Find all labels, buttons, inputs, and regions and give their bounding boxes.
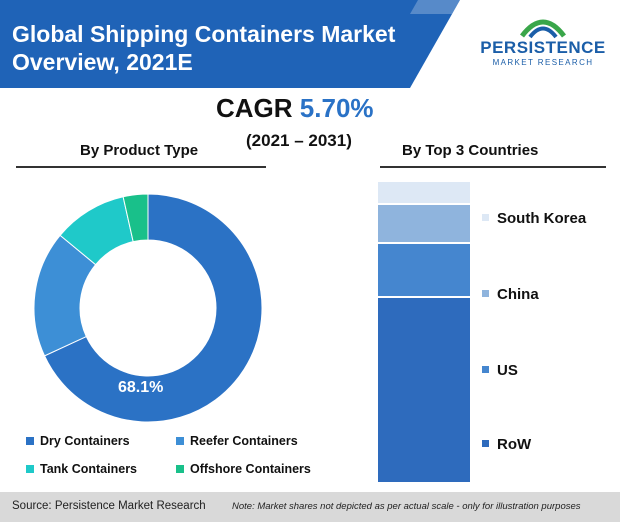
footer-source: Source: Persistence Market Research — [12, 500, 206, 512]
legend-label-reefer: Reefer Containers — [190, 434, 298, 448]
cagr-headline: CAGR 5.70% — [216, 93, 374, 124]
title-band — [0, 0, 460, 88]
legend-swatch-china — [482, 289, 489, 297]
title-band-shape — [0, 0, 460, 88]
persistence-logo-mark-icon — [520, 19, 566, 39]
legend-swatch-row — [482, 439, 489, 447]
title-line-1: Global Shipping Containers Market — [12, 21, 396, 47]
stack-segment-us — [378, 244, 470, 296]
cagr-label: CAGR — [216, 93, 293, 123]
countries-rule — [380, 166, 606, 168]
title-band-accent — [410, 0, 460, 14]
legend-item-china: China — [482, 286, 539, 303]
legend-item-us: US — [482, 362, 518, 379]
header: Global Shipping Containers Market Overvi… — [0, 0, 620, 92]
stacked-bar-chart — [378, 182, 470, 482]
footer-note: Note: Market shares not depicted as per … — [232, 501, 581, 512]
legend-label-offshore: Offshore Containers — [190, 462, 311, 476]
footer: Source: Persistence Market Research Note… — [0, 492, 620, 522]
legend-label-south-korea: South Korea — [497, 210, 587, 227]
legend-swatch-us — [482, 365, 489, 373]
legend-swatch-reefer — [176, 436, 184, 445]
legend-swatch-tank — [26, 464, 34, 473]
donut-slice-dry-containers — [43, 193, 263, 423]
legend-item-reefer-containers: Reefer Containers — [176, 434, 298, 448]
stack-segment-china — [378, 205, 470, 242]
legend-item-row: RoW — [482, 436, 531, 453]
countries-title: By Top 3 Countries — [402, 142, 539, 159]
logo-brand: PERSISTENCE — [480, 38, 606, 57]
legend-swatch-offshore — [176, 464, 184, 473]
legend-item-offshore-containers: Offshore Containers — [176, 462, 311, 476]
title-line-2: Overview, 2021E — [12, 49, 193, 75]
legend-swatch-dry — [26, 436, 34, 445]
product-type-title: By Product Type — [80, 142, 199, 159]
legend-item-tank-containers: Tank Containers — [26, 462, 137, 476]
cagr-range: (2021 – 2031) — [246, 131, 352, 150]
legend-swatch-south-korea — [482, 213, 489, 221]
donut-chart — [33, 193, 263, 423]
page-title: Global Shipping Containers Market Overvi… — [12, 20, 452, 76]
legend-item-south-korea: South Korea — [482, 210, 586, 227]
legend-label-china: China — [497, 286, 539, 303]
legend-label-tank: Tank Containers — [40, 462, 138, 476]
stack-segment-south-korea — [378, 182, 470, 203]
legend-item-dry-containers: Dry Containers — [26, 434, 130, 448]
legend-label-dry: Dry Containers — [40, 434, 130, 448]
legend-label-us: US — [497, 362, 518, 379]
donut-data-label-dry: 68.1% — [118, 379, 164, 396]
logo: PERSISTENCE MARKET RESEARCH — [478, 14, 608, 78]
donut-slice-offshore-containers — [122, 193, 149, 243]
stack-segment-row — [378, 298, 470, 482]
logo-subtitle: MARKET RESEARCH — [492, 58, 594, 67]
legend-label-row: RoW — [497, 436, 532, 453]
cagr-value: 5.70% — [299, 93, 374, 123]
product-type-rule — [16, 166, 266, 168]
